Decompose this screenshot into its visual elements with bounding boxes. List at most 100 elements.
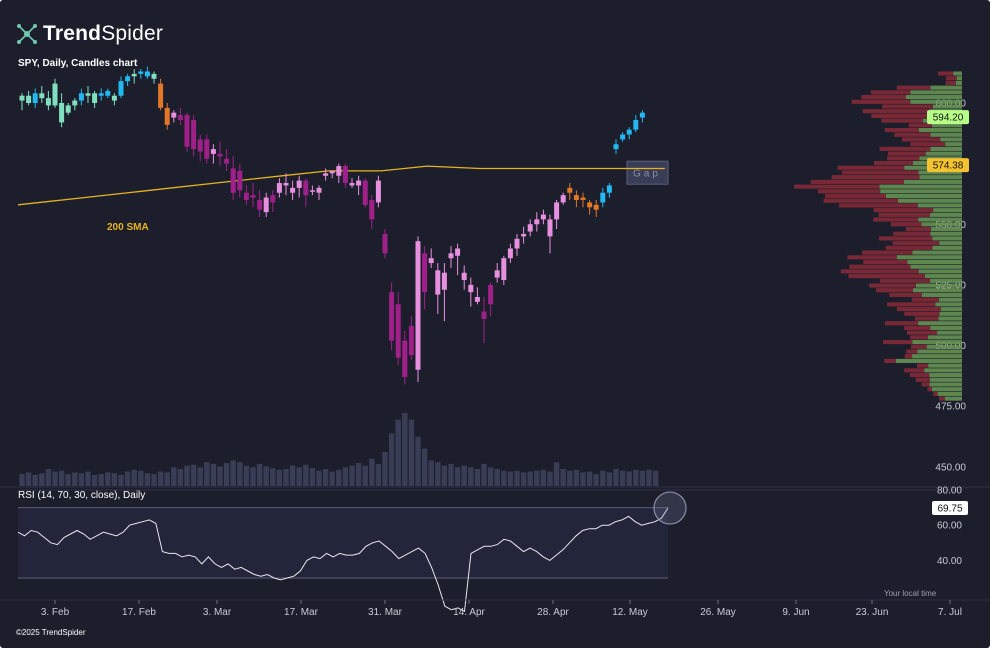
volume-profile-bar-red [876,288,914,293]
volume-bar [309,468,316,486]
volume-profile-bar-red [904,325,931,331]
volume-profile-bar-green [928,363,962,368]
rsi-line [17,507,669,613]
sma-value-badge-bg [927,158,969,173]
volume-profile-bar-green [912,250,962,255]
candles [19,66,645,385]
volume-profile-bar-red [909,373,930,378]
candle-body [197,139,203,152]
candle-body [613,144,619,150]
volume-bar [494,469,500,486]
volume-profile-bar-green [924,274,962,279]
volume-bar [520,472,527,486]
candle-body [540,214,546,220]
volume-profile-bar-red [889,292,922,298]
volume-bar [316,470,322,486]
volume-profile-bar-green [885,193,962,199]
volume-bar [111,473,118,486]
volume-bar [177,469,184,486]
candle-body [323,173,329,176]
volume-bar [171,467,177,486]
volume-bar [402,412,408,486]
volume-profile-bar-red [933,391,938,396]
candle-body [72,100,78,106]
volume-profile-bar-red [910,344,927,349]
volume-profile-bar-green [903,179,962,184]
volume-profile-bar-red [885,321,919,326]
candle-body [455,248,461,256]
volume-profile-bar-green [938,316,962,321]
volume-profile-bar-green [926,344,962,349]
volume-profile-bar-red [794,184,880,189]
candle-body [626,129,632,135]
volume-bar [25,472,32,486]
volume-bar [45,469,52,486]
volume-profile-bar-green [912,354,962,359]
volume-profile-bar-green [918,128,962,133]
volume-profile-bar-green [932,236,962,241]
volume-profile-bar-green [917,349,962,354]
candle-body [349,183,355,186]
volume-profile-bar-green [929,373,962,378]
volume-profile-bar-green [924,368,962,373]
copyright-text: ©2025 TrendSpider [16,628,86,637]
candle-body [105,90,111,96]
volume-profile-bar-green [930,278,962,283]
volume-profile-bar-red [882,104,933,109]
volume-bar [283,469,289,486]
candle-body [85,93,91,96]
volume-profile-bar-red [927,387,932,392]
volume-bar [428,460,434,486]
volume-profile-bar-green [940,137,962,142]
candle-body [32,93,38,103]
candle-body [138,71,144,74]
candle-body [422,253,428,293]
candle-body [587,202,593,208]
volume-bar [296,467,302,486]
logo-text-bold: Trend [43,22,102,45]
volume-bar [230,460,236,486]
volume-bar [98,474,104,486]
volume-profile-bar-green [910,264,962,269]
volume-profile-bar-red [904,354,913,359]
volume-bar [204,462,210,486]
rsi-value-badge-bg [932,501,968,516]
candle-body [52,83,58,106]
volume-profile [794,71,962,401]
volume-profile-bar-red [818,189,881,194]
rsi-tick-label: 80.00 [937,486,962,497]
volume-profile-bar-green [918,269,962,274]
volume-profile-bar-red [831,175,920,180]
volume-profile-bar-green [918,217,962,222]
candle-body [224,158,230,164]
volume-bar [652,470,659,486]
logo-text-light: Spider [101,22,164,45]
volume-profile-bar-green [925,151,962,156]
candle-body [336,166,342,176]
volume-bar [408,419,415,486]
volume-profile-bar-red [887,156,920,161]
candle-body [237,170,243,191]
rsi-title: RSI (14, 70, 30, close), Daily [18,490,146,501]
volume-bar [567,470,573,486]
volume-bar [72,472,78,486]
volume-bar [586,471,593,486]
candle-body [507,248,513,259]
candle-body [78,93,84,101]
volume-bar [151,474,157,486]
candle-body [26,95,32,103]
volume-profile-bar-green [917,203,962,208]
candle-body [342,166,348,184]
volume-profile-bar-red [921,382,930,387]
x-tick-label: 9. Jun [782,607,809,618]
candle-body [309,190,315,192]
candle-body [389,292,395,341]
candle-body [527,224,533,232]
volume-profile-bar-red [906,349,918,354]
volume-profile-bar-red [847,255,897,260]
volume-profile-bar-red [910,335,929,340]
candle-body [184,115,190,147]
candle-body [118,81,124,96]
volume-bar [507,471,514,486]
